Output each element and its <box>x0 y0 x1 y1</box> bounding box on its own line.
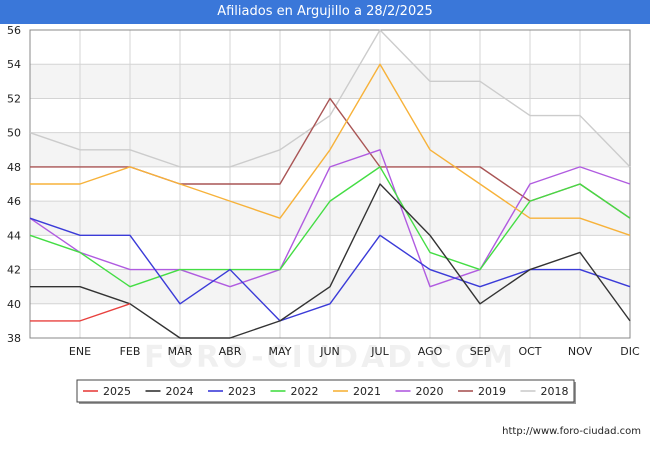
x-tick-label: OCT <box>518 345 541 358</box>
x-tick-label: ABR <box>219 345 242 358</box>
chart-title: Afiliados en Argujillo a 28/2/2025 <box>0 0 650 24</box>
legend-label-2019: 2019 <box>478 385 506 398</box>
x-tick-label: MAR <box>168 345 193 358</box>
series-line-2022 <box>29 166 631 288</box>
y-tick-label: 50 <box>7 127 21 140</box>
x-tick-label: SEP <box>470 345 491 358</box>
x-tick-label: NOV <box>568 345 593 358</box>
legend-label-2021: 2021 <box>353 385 381 398</box>
y-tick-label: 40 <box>7 298 21 311</box>
x-tick-label: JUL <box>370 345 389 358</box>
y-tick-label: 46 <box>7 195 21 208</box>
legend-label-2025: 2025 <box>103 385 131 398</box>
source-url[interactable]: http://www.foro-ciudad.com <box>502 426 641 437</box>
y-tick-label: 48 <box>7 161 21 174</box>
legend-label-2018: 2018 <box>541 385 569 398</box>
y-tick-label: 38 <box>7 332 21 345</box>
legend-label-2024: 2024 <box>166 385 194 398</box>
y-tick-label: 54 <box>7 58 21 71</box>
y-tick-label: 42 <box>7 264 21 277</box>
x-tick-label: DIC <box>620 345 640 358</box>
x-tick-label: ENE <box>69 345 91 358</box>
x-tick-label: AGO <box>418 345 443 358</box>
x-tick-label: FEB <box>120 345 141 358</box>
series-line-2021 <box>30 63 631 236</box>
legend-label-2020: 2020 <box>416 385 444 398</box>
series-line-2025 <box>30 303 131 322</box>
legend-label-2022: 2022 <box>291 385 319 398</box>
watermark: FORO-CIUDAD.COM <box>144 340 516 375</box>
x-tick-label: JUN <box>319 345 340 358</box>
series-line-2020 <box>29 149 631 288</box>
x-tick-label: MAY <box>269 345 292 358</box>
legend <box>76 379 575 403</box>
legend-label-2023: 2023 <box>228 385 256 398</box>
y-tick-label: 52 <box>7 92 21 105</box>
series-line-2018 <box>29 29 631 168</box>
y-tick-label: 44 <box>7 229 21 242</box>
y-tick-label: 56 <box>7 24 21 37</box>
